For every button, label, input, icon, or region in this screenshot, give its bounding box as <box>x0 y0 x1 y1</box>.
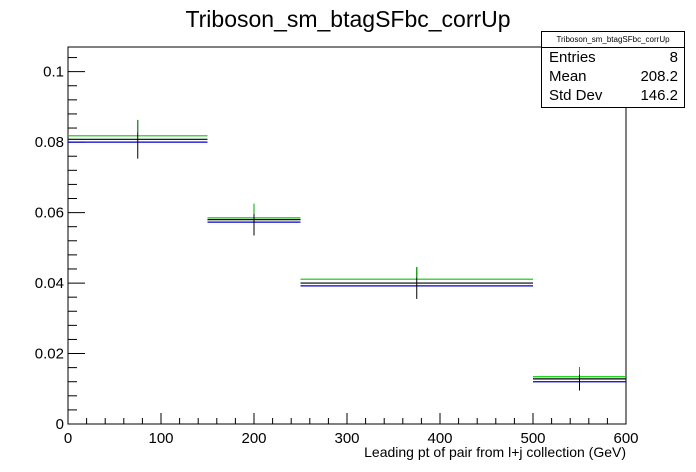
stats-value: 8 <box>669 49 678 66</box>
stats-box-title: Triboson_sm_btagSFbc_corrUp <box>542 32 684 48</box>
x-tick-label: 0 <box>64 430 72 447</box>
x-tick-label: 100 <box>148 430 173 447</box>
x-tick-label: 500 <box>520 430 545 447</box>
stats-value: 146.2 <box>640 87 678 104</box>
y-tick-label: 0.08 <box>35 134 64 151</box>
x-tick-label: 200 <box>241 430 266 447</box>
stats-value: 208.2 <box>640 68 678 85</box>
y-tick-label: 0.1 <box>43 64 64 81</box>
y-tick-label: 0.02 <box>35 346 64 363</box>
stats-row-mean: Mean 208.2 <box>542 67 684 86</box>
y-tick-label: 0 <box>56 416 64 433</box>
x-axis-title: Leading pt of pair from l+j collection (… <box>364 444 626 460</box>
x-tick-label: 400 <box>427 430 452 447</box>
stats-label: Mean <box>549 68 587 85</box>
stats-row-entries: Entries 8 <box>542 48 684 67</box>
stats-row-stddev: Std Dev 146.2 <box>542 86 684 105</box>
stats-box: Triboson_sm_btagSFbc_corrUp Entries 8 Me… <box>541 31 685 108</box>
chart-title: Triboson_sm_btagSFbc_corrUp <box>185 6 511 32</box>
x-tick-label: 600 <box>613 430 638 447</box>
stats-label: Entries <box>549 49 596 66</box>
x-tick-label: 300 <box>334 430 359 447</box>
y-tick-label: 0.04 <box>35 275 64 292</box>
y-tick-label: 0.06 <box>35 205 64 222</box>
stats-label: Std Dev <box>549 87 603 104</box>
